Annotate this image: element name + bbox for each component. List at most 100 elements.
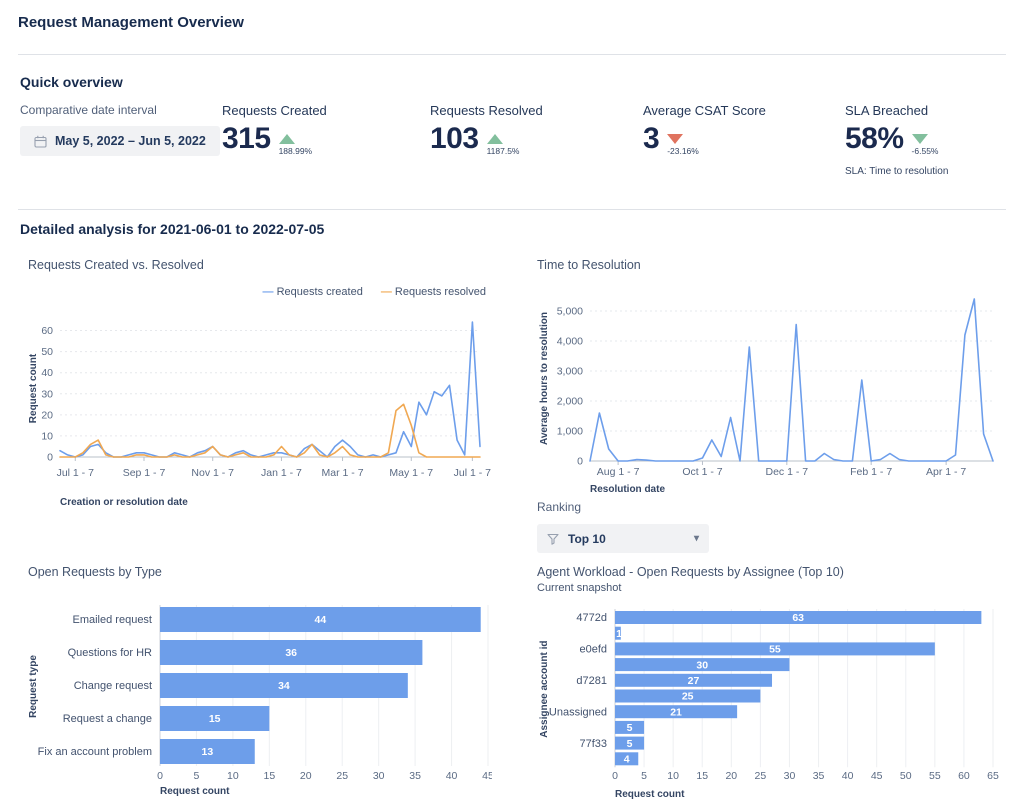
kpi-delta-value: 188.99%	[278, 146, 313, 156]
header-divider	[18, 54, 1006, 55]
svg-text:15: 15	[696, 770, 708, 782]
kpi-label: Requests Created	[222, 103, 327, 118]
svg-text:Fix an account problem: Fix an account problem	[38, 746, 152, 758]
svg-text:44: 44	[315, 614, 327, 626]
svg-text:Mar 1 - 7: Mar 1 - 7	[322, 467, 364, 479]
svg-text:May 1 - 7: May 1 - 7	[389, 467, 433, 479]
svg-text:5: 5	[194, 770, 200, 782]
svg-text:Feb 1 - 7: Feb 1 - 7	[850, 466, 892, 478]
svg-text:45: 45	[871, 770, 883, 782]
kpi-label: Requests Resolved	[430, 103, 543, 118]
detailed-analysis-heading: Detailed analysis for 2021-06-01 to 2022…	[20, 221, 325, 237]
svg-text:30: 30	[784, 770, 796, 782]
kpi-value: 315	[222, 122, 271, 155]
svg-text:Request a change: Request a change	[63, 713, 152, 725]
bar-chart-agent-workload: 0 5 10 15 20 25 30 35 40 45 50 55 60 65634772d155e0ef…	[539, 609, 999, 800]
svg-text:25: 25	[336, 770, 348, 782]
svg-text:35: 35	[409, 770, 421, 782]
svg-text:10: 10	[41, 430, 53, 442]
svg-text:Jul 1 - 7: Jul 1 - 7	[57, 467, 95, 479]
chart-title: Open Requests by Type	[28, 565, 162, 579]
line-chart-time-to-resolution: 0 1,000 2,000 3,000 4,000 5,000 Aug 1 - 7 Oct 1…	[539, 298, 994, 495]
date-interval-group: Comparative date interval May 5, 2022 – …	[20, 103, 220, 156]
kpi-sla-breached: SLA Breached 58% -6.55% SLA: Time to res…	[845, 103, 1024, 177]
svg-text:21: 21	[670, 706, 682, 718]
svg-text:34: 34	[278, 680, 290, 692]
svg-text:Request count: Request count	[615, 789, 685, 800]
kpi-delta-value: 1187.5%	[486, 146, 520, 156]
svg-text:10: 10	[667, 770, 679, 782]
line-chart-created-vs-resolved: 0 10 20 30 40 50 60 Jul 1 - 7 Sep 1 - 7 Nov 1 - 7…	[28, 321, 492, 508]
svg-text:20: 20	[41, 409, 53, 421]
chart-title: Requests Created vs. Resolved	[28, 258, 204, 272]
chart-legend: — Requests created — Requests resolved	[262, 286, 486, 298]
svg-text:Request type: Request type	[28, 655, 39, 718]
trend-icon	[486, 134, 503, 144]
filter-icon	[547, 533, 559, 545]
trend-icon	[667, 134, 684, 144]
svg-text:Request count: Request count	[160, 786, 230, 797]
kpi-label: SLA Breached	[845, 103, 929, 118]
svg-text:e0efd: e0efd	[579, 644, 607, 656]
sla-footnote: SLA: Time to resolution	[845, 166, 949, 177]
svg-text:3,000: 3,000	[557, 366, 583, 378]
chart-title: Agent Workload - Open Requests by Assign…	[537, 565, 844, 579]
svg-text:15: 15	[263, 770, 275, 782]
svg-text:65: 65	[987, 770, 999, 782]
kpi-trend: -23.16%	[667, 134, 699, 156]
svg-text:4: 4	[624, 754, 630, 766]
svg-text:2,000: 2,000	[557, 396, 583, 408]
svg-text:55: 55	[929, 770, 941, 782]
svg-text:30: 30	[41, 388, 53, 400]
kpi-label: Average CSAT Score	[643, 103, 766, 118]
svg-text:Average hours to resolution: Average hours to resolution	[539, 312, 550, 445]
chart-open-requests-by-type: Open Requests by Type 0 5 10 15 20 25 30 35 40 45…	[28, 565, 492, 797]
svg-text:60: 60	[958, 770, 970, 782]
svg-text:5,000: 5,000	[557, 306, 583, 318]
chart-time-to-resolution: Time to Resolution 0 1,000 2,000 3,000 4,000…	[537, 258, 1004, 496]
svg-text:40: 40	[446, 770, 458, 782]
svg-text:45: 45	[482, 770, 492, 782]
svg-text:Questions for HR: Questions for HR	[68, 647, 152, 659]
svg-text:0: 0	[157, 770, 163, 782]
svg-text:4772d: 4772d	[576, 612, 607, 624]
svg-text:Jul 1 - 7: Jul 1 - 7	[454, 467, 492, 479]
ranking-selected-value: Top 10	[568, 531, 606, 546]
svg-text:55: 55	[769, 644, 781, 656]
kpi-trend: 188.99%	[278, 134, 313, 156]
svg-text:1: 1	[616, 628, 622, 640]
svg-text:Assignee account id: Assignee account id	[539, 641, 550, 738]
svg-text:Request count: Request count	[28, 353, 39, 423]
chart-created-vs-resolved: Requests Created vs. Resolved — Requests…	[28, 258, 492, 512]
page-title: Request Management Overview	[18, 14, 244, 31]
ranking-group: Ranking Top 10 ▾	[537, 500, 709, 553]
svg-text:Creation or resolution date: Creation or resolution date	[60, 497, 188, 508]
quick-overview-heading: Quick overview	[20, 74, 123, 90]
chart-subtitle: Current snapshot	[537, 582, 622, 594]
svg-text:13: 13	[202, 746, 214, 758]
bar-chart-open-requests-by-type: 0 5 10 15 20 25 30 35 40 45 44 Emailed request 36 Que…	[28, 605, 492, 797]
ranking-label: Ranking	[537, 500, 582, 514]
kpi-trend: -6.55%	[911, 134, 938, 156]
svg-text:Oct 1 - 7: Oct 1 - 7	[682, 466, 722, 478]
svg-text:Apr 1 - 7: Apr 1 - 7	[926, 466, 966, 478]
svg-text:63: 63	[792, 612, 804, 624]
chevron-down-icon: ▾	[693, 533, 699, 544]
svg-text:5: 5	[627, 722, 633, 734]
svg-text:50: 50	[900, 770, 912, 782]
date-interval-value: May 5, 2022 – Jun 5, 2022	[55, 134, 206, 148]
svg-text:5: 5	[627, 738, 633, 750]
kpi-requests-created: Requests Created 315 188.99%	[222, 103, 422, 156]
kpi-average-csat: Average CSAT Score 3 -23.16%	[643, 103, 843, 156]
svg-text:Emailed request: Emailed request	[73, 614, 153, 626]
ranking-dropdown[interactable]: Top 10 ▾	[537, 524, 709, 553]
date-interval-label: Comparative date interval	[20, 103, 157, 117]
svg-text:Jan 1 - 7: Jan 1 - 7	[261, 467, 302, 479]
svg-text:30: 30	[696, 659, 708, 671]
kpi-trend: 1187.5%	[486, 134, 520, 156]
svg-text:Dec 1 - 7: Dec 1 - 7	[766, 466, 809, 478]
date-interval-picker[interactable]: May 5, 2022 – Jun 5, 2022	[20, 126, 220, 156]
svg-text:Resolution date: Resolution date	[590, 484, 665, 495]
chart-agent-workload: Agent Workload - Open Requests by Assign…	[537, 565, 1004, 803]
